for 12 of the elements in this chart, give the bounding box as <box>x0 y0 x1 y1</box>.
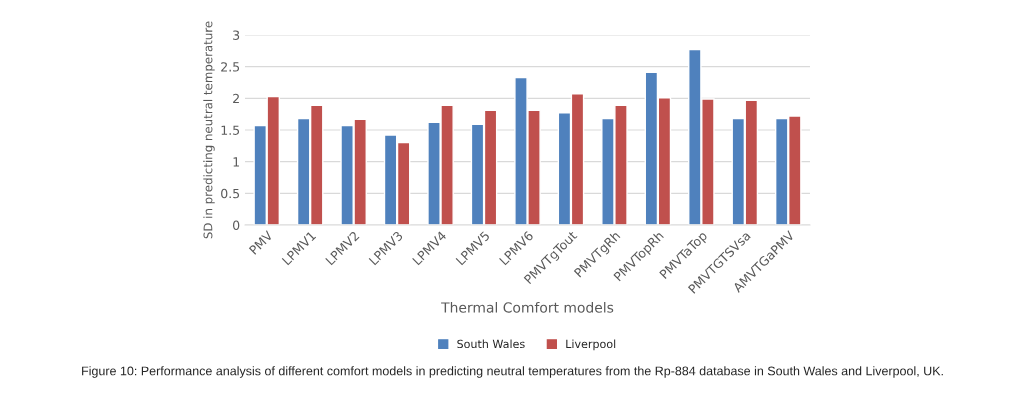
legend-label: Liverpool <box>566 339 616 351</box>
y-tick-label: 1 <box>233 157 239 167</box>
y-tick-label: 3 <box>233 30 240 40</box>
legend-label: South Wales <box>457 339 525 349</box>
x-axis-title: Thermal Comfort models <box>441 301 614 313</box>
y-tick-label: 0 <box>233 220 240 230</box>
y-axis-title: SD in predicting neutral temperature <box>203 21 215 239</box>
y-tick-label: 2 <box>233 93 239 104</box>
caption: Figure 10: Performance analysis of different comfort models in predicting neutral temperatures from the Rp-884 database in South Wales and Liverpool, UK. <box>82 366 943 378</box>
y-tick-label: 2.5 <box>221 62 240 72</box>
y-tick-label: 1.5 <box>221 125 240 135</box>
y-tick-label: 0.5 <box>221 188 240 199</box>
